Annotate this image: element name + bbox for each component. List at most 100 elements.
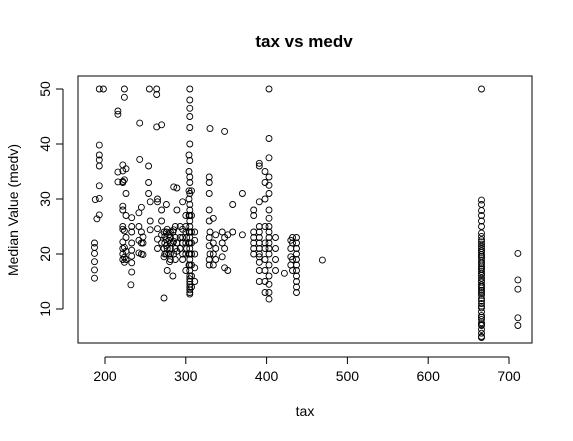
data-point: [122, 165, 130, 173]
data-point: [95, 211, 103, 219]
data-point: [250, 206, 258, 214]
data-point: [186, 140, 194, 148]
data-point: [478, 201, 485, 208]
data-point: [265, 234, 273, 241]
data-point: [255, 228, 263, 236]
data-point: [91, 196, 99, 204]
data-point: [265, 239, 273, 247]
data-point: [265, 190, 273, 197]
data-point: [238, 231, 246, 239]
data-point: [478, 245, 485, 252]
data-point: [186, 201, 194, 208]
data-point: [205, 173, 213, 181]
data-point: [478, 212, 485, 219]
data-point: [166, 250, 174, 258]
data-point: [261, 267, 269, 274]
data-point: [318, 256, 326, 264]
data-point: [293, 250, 300, 258]
data-point: [122, 190, 130, 197]
data-point: [188, 272, 195, 280]
data-point: [265, 223, 273, 230]
data-point: [186, 85, 194, 93]
data-point: [478, 295, 485, 303]
data-point: [272, 234, 279, 241]
data-point: [209, 214, 217, 222]
data-point: [166, 256, 174, 263]
data-point: [183, 234, 191, 241]
data-point: [158, 206, 166, 214]
data-point: [261, 168, 269, 175]
data-point: [293, 256, 300, 263]
data-point: [185, 195, 193, 203]
data-point: [265, 228, 273, 236]
data-point: [478, 236, 485, 244]
data-point: [478, 232, 485, 240]
x-tick-label: 200: [93, 368, 117, 384]
data-point: [265, 181, 273, 189]
data-point: [224, 267, 232, 274]
data-point: [128, 246, 136, 254]
data-point: [191, 278, 199, 285]
data-point: [158, 121, 166, 129]
data-point: [136, 119, 144, 127]
data-point: [289, 267, 296, 274]
data-point: [265, 295, 273, 303]
data-point: [209, 261, 217, 269]
data-point: [191, 264, 199, 272]
data-point: [272, 267, 279, 274]
data-point: [139, 251, 147, 259]
data-point: [478, 229, 485, 237]
data-point: [255, 278, 263, 285]
data-point: [280, 269, 288, 277]
data-point: [91, 239, 98, 247]
data-point: [209, 239, 217, 247]
data-point: [114, 178, 122, 186]
data-point: [145, 179, 153, 186]
data-point: [293, 267, 300, 274]
data-point: [137, 228, 145, 236]
x-tick-label: 300: [174, 368, 198, 384]
data-point: [186, 113, 194, 120]
data-point: [153, 91, 161, 98]
data-point: [139, 233, 147, 241]
data-point: [289, 256, 296, 263]
data-point: [135, 209, 143, 217]
data-point: [191, 228, 199, 236]
data-point: [176, 234, 184, 241]
data-point: [478, 196, 485, 204]
data-point: [261, 289, 269, 296]
data-point: [238, 190, 246, 197]
data-point: [478, 281, 485, 289]
data-point: [261, 245, 269, 252]
data-point: [255, 253, 263, 261]
data-point: [154, 245, 161, 252]
plot-frame: [77, 75, 533, 344]
data-point: [119, 225, 127, 233]
data-point: [212, 245, 220, 252]
data-point: [119, 206, 127, 214]
data-point: [265, 289, 273, 296]
data-point: [120, 85, 128, 93]
data-point: [135, 223, 143, 230]
data-point: [114, 110, 122, 118]
data-point: [186, 96, 194, 104]
data-points: [91, 85, 522, 342]
data-point: [478, 240, 485, 248]
data-point: [128, 214, 136, 222]
data-point: [179, 256, 187, 263]
data-point: [145, 85, 153, 93]
data-point: [188, 228, 195, 236]
data-point: [120, 243, 128, 251]
data-point: [221, 245, 229, 252]
data-point: [95, 85, 103, 93]
y-tick-label: 20: [37, 246, 53, 262]
data-point: [478, 238, 485, 246]
data-point: [91, 274, 98, 282]
data-point: [153, 85, 161, 93]
data-point: [265, 135, 273, 142]
data-point: [221, 127, 229, 135]
data-point: [146, 198, 154, 206]
data-point: [188, 212, 195, 219]
data-point: [255, 162, 263, 170]
data-point: [185, 168, 193, 175]
